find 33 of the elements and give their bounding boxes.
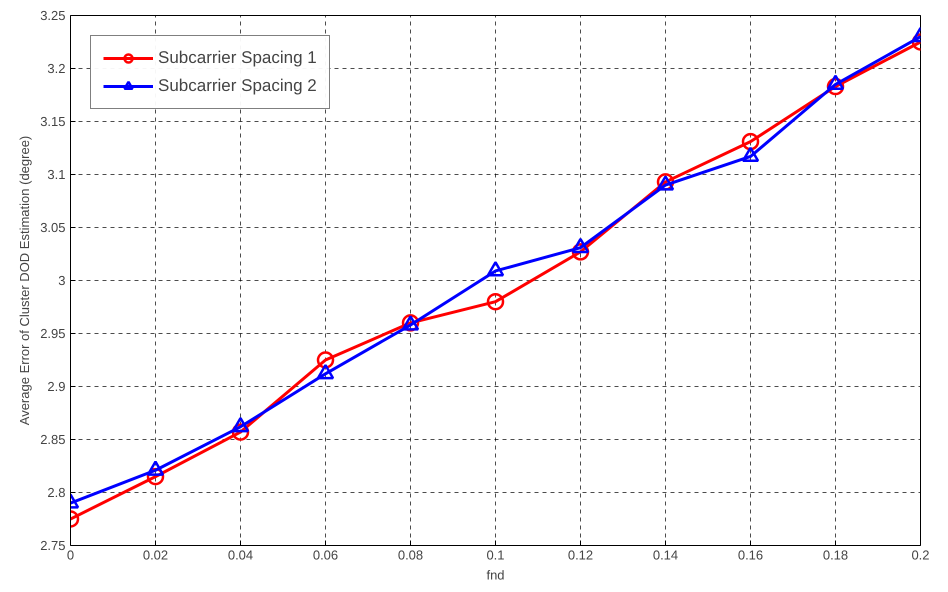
y-tick-label: 2.75: [40, 538, 66, 553]
point: [486, 261, 504, 277]
x-axis-title: fnd: [486, 568, 505, 582]
y-tick-label: 3.2: [47, 61, 66, 76]
point: [572, 238, 590, 254]
y-tick-label: 2.8: [47, 485, 66, 500]
x-tick-label: 0.08: [398, 548, 424, 562]
point: [316, 351, 334, 369]
y-axis-title: Average Error of Cluster DOD Estimation (degree): [17, 136, 32, 426]
y-tick-label: 2.85: [40, 432, 66, 447]
point: [486, 292, 504, 310]
x-tick-label: 0.18: [822, 548, 848, 562]
x-tick-label: 0.2: [911, 548, 930, 562]
x-tick-label: 0.1: [486, 548, 505, 562]
point: [742, 146, 760, 162]
y-tick-label: 3.05: [40, 220, 66, 235]
y-tick-label: 2.95: [40, 326, 66, 341]
x-tick-label: 0.02: [142, 548, 168, 562]
y-tick-label: 3.1: [47, 167, 66, 182]
y-tick-label: 2.9: [47, 379, 66, 394]
x-tick-label: 0.04: [228, 548, 254, 562]
x-tick-label: 0: [66, 548, 74, 562]
point: [742, 132, 760, 150]
x-tick-label: 0.12: [568, 548, 594, 562]
x-tick-label: 0.14: [652, 548, 678, 562]
x-tick-label: 0.16: [738, 548, 764, 562]
point: [826, 74, 844, 90]
y-tick-label: 3.15: [40, 114, 66, 129]
legend-label: Subcarrier Spacing 1: [158, 48, 317, 68]
x-tick-label: 0.06: [312, 548, 338, 562]
y-tick-label: 3: [58, 273, 66, 288]
y-tick-label: 3.25: [40, 8, 66, 23]
legend-label: Subcarrier Spacing 2: [158, 76, 317, 96]
